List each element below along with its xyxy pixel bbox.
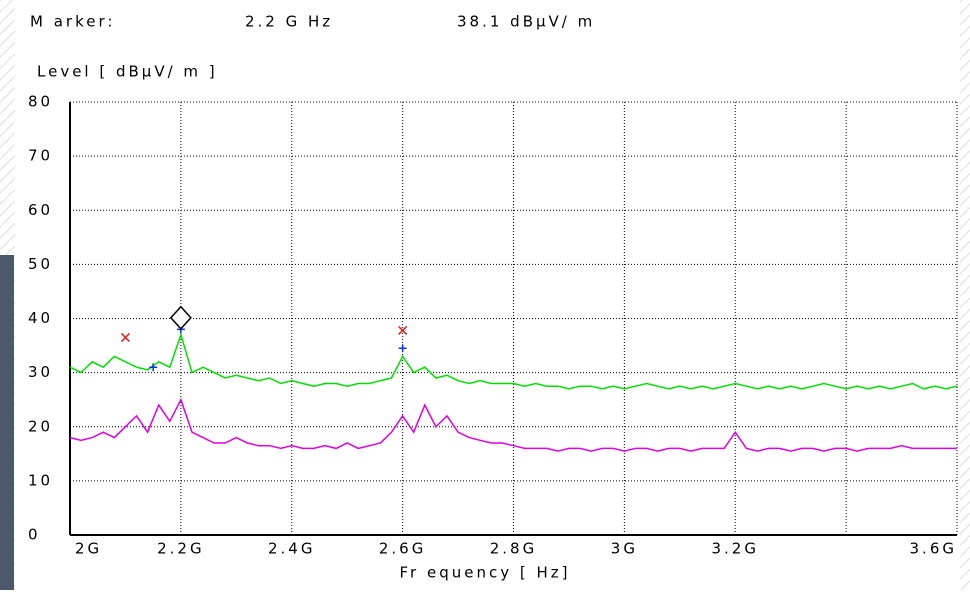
y-axis-label: Level [ dBµV/ m ] — [37, 63, 218, 81]
marker-label: M arker: — [30, 13, 115, 31]
y-tick-label: 40 — [28, 309, 53, 327]
marker-diamond — [169, 305, 192, 330]
x-tick-label: 2.4G — [268, 540, 315, 558]
y-tick-label: 0 — [28, 526, 41, 544]
y-tick-label: 20 — [28, 417, 53, 435]
peak-max — [120, 332, 130, 342]
trace — [69, 332, 958, 390]
peak-avg — [149, 363, 158, 372]
y-tick-label: 10 — [28, 471, 53, 489]
trace — [69, 397, 957, 452]
side-image — [0, 255, 14, 590]
x-axis-label: Fr equency [ Hz] — [400, 564, 571, 582]
y-tick-label: 70 — [28, 147, 53, 165]
x-tick-label: 3G — [611, 540, 638, 558]
x-tick-label: 2G — [75, 540, 102, 558]
panel — [15, 0, 960, 590]
y-tick-label: 60 — [28, 201, 53, 219]
peak-avg — [398, 344, 407, 353]
marker-x: 2.2 G Hz — [245, 13, 333, 31]
x-tick-label: 2.6G — [379, 540, 426, 558]
y-tick-label: 80 — [28, 93, 53, 111]
x-tick-label: 2.2G — [157, 540, 204, 558]
peak-max — [398, 325, 408, 335]
y-tick-label: 50 — [28, 255, 53, 273]
marker-value: 38.1 dBµV/ m — [457, 13, 595, 31]
x-tick-label: 3.2G — [712, 540, 759, 558]
y-tick-label: 30 — [28, 363, 53, 381]
x-tick-label: 2.8G — [490, 540, 537, 558]
x-tick-label: 3.6G — [910, 540, 957, 558]
